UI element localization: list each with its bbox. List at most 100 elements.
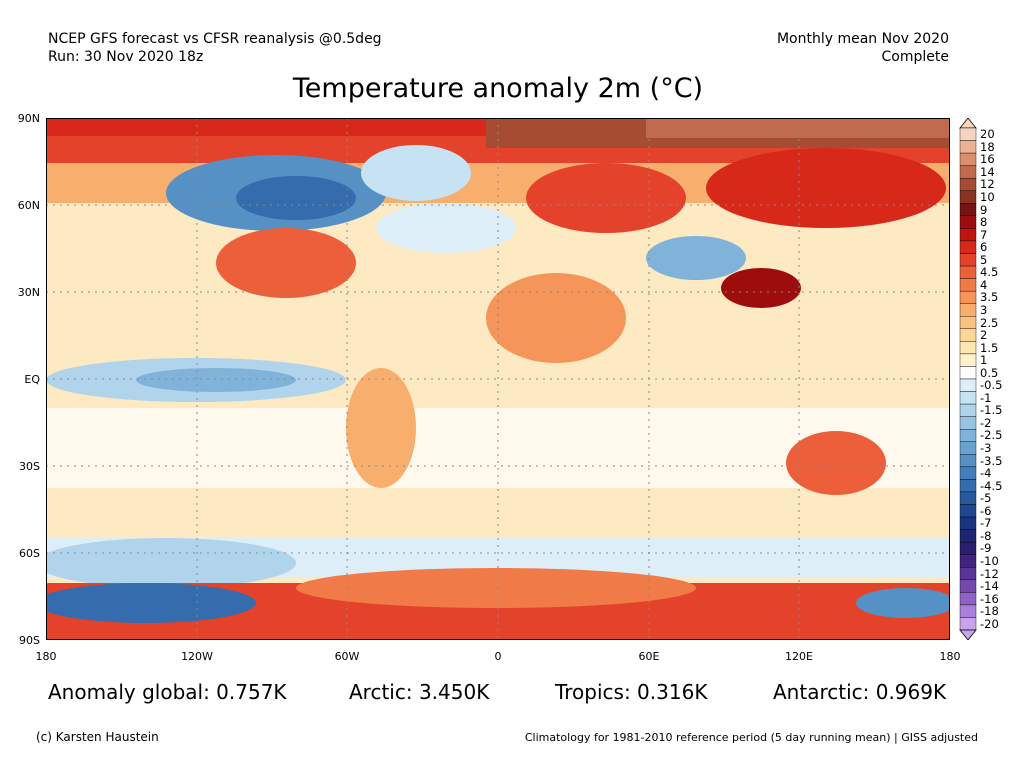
legend-swatch xyxy=(959,567,977,581)
legend-swatch xyxy=(959,165,977,179)
legend-label: 5 xyxy=(980,252,988,267)
legend-swatch xyxy=(959,429,977,442)
legend-label: 2 xyxy=(980,328,988,343)
legend-swatch xyxy=(959,366,977,380)
legend-swatch xyxy=(959,403,977,417)
legend-label: 3 xyxy=(980,302,988,317)
lat-label-90s: 90S xyxy=(19,634,40,647)
legend-label: 4 xyxy=(980,277,988,292)
header-run-date: Run: 30 Nov 2020 18z xyxy=(48,49,204,65)
legend-label: -10 xyxy=(980,553,999,568)
legend-label: -9 xyxy=(980,541,992,556)
legend-label: -2.5 xyxy=(980,428,1003,443)
legend-swatch xyxy=(959,541,977,555)
legend-swatch xyxy=(959,228,977,242)
legend-swatch xyxy=(959,617,977,631)
legend-label: 0.5 xyxy=(980,365,999,380)
legend-swatch xyxy=(959,516,977,530)
legend-label: 18 xyxy=(980,139,995,154)
legend-label: -5 xyxy=(980,491,992,506)
legend-label: 9 xyxy=(980,202,988,217)
legend-label: -7 xyxy=(980,516,992,531)
legend-label: -3.5 xyxy=(980,453,1003,468)
legend-label: -4.5 xyxy=(980,478,1003,493)
legend-label: 14 xyxy=(980,164,995,179)
legend-swatch xyxy=(959,391,977,405)
legend-swatch xyxy=(959,240,977,254)
legend-swatch xyxy=(959,504,977,518)
legend-label: 3.5 xyxy=(980,290,999,305)
legend-label: 20 xyxy=(980,127,995,142)
legend-swatch xyxy=(959,265,977,279)
legend-label: -14 xyxy=(980,579,999,594)
stat-antarctic: Antarctic: 0.969K xyxy=(773,680,947,704)
stat-tropics: Tropics: 0.316K xyxy=(555,680,708,704)
legend-swatch xyxy=(959,328,977,342)
map-title: Temperature anomaly 2m (°C) xyxy=(292,73,704,104)
legend-swatch xyxy=(959,140,977,154)
legend-swatch xyxy=(959,127,977,141)
stat-anomaly-global: Anomaly global: 0.757K xyxy=(48,680,287,704)
legend-swatch xyxy=(959,178,977,191)
legend-swatch xyxy=(959,152,977,166)
legend-swatch xyxy=(959,579,977,593)
legend-swatch xyxy=(959,554,977,568)
header-period: Monthly mean Nov 2020 xyxy=(776,31,949,47)
legend-swatch xyxy=(959,341,977,355)
legend-label: 4.5 xyxy=(980,265,999,280)
legend-swatch xyxy=(959,416,977,430)
legend-label: -4 xyxy=(980,466,992,481)
legend-label: -18 xyxy=(980,604,999,619)
stat-arctic: Arctic: 3.450K xyxy=(349,680,490,704)
lat-label-60n: 60N xyxy=(17,199,40,212)
legend-label: -20 xyxy=(980,616,999,631)
legend-label: 7 xyxy=(980,227,988,242)
legend-label: -12 xyxy=(980,566,999,581)
legend-swatch xyxy=(959,454,977,468)
legend-swatch xyxy=(959,190,977,204)
legend-swatch xyxy=(959,253,977,267)
legend-swatch xyxy=(959,491,977,505)
color-legend: 20 18 16 14 12 10 9 8 7 6 5 4.5 4 3.5 3 2.5 2 1.5 1 0.5 -0.5… xyxy=(958,118,1018,640)
legend-swatch xyxy=(959,203,977,217)
footer-note: Climatology for 1981-2010 reference peri… xyxy=(524,731,978,744)
lon-label-0: 0 xyxy=(494,650,502,663)
legend-swatch xyxy=(959,353,977,367)
footer-credit: (c) Karsten Haustein xyxy=(36,730,159,744)
legend-swatch xyxy=(959,378,977,392)
anomaly-map-svg xyxy=(46,118,950,640)
legend-label: 6 xyxy=(980,240,988,255)
legend-colorbar xyxy=(959,118,977,640)
legend-label: -0.5 xyxy=(980,378,1003,393)
legend-label: 1.5 xyxy=(980,340,999,355)
anomaly-map xyxy=(46,118,950,640)
lon-label-60e: 60E xyxy=(638,650,660,663)
legend-label: 8 xyxy=(980,215,988,230)
legend-label: -2 xyxy=(980,415,992,430)
legend-arrow-top xyxy=(959,118,977,129)
legend-label: -1 xyxy=(980,390,992,405)
legend-label: -6 xyxy=(980,503,992,518)
lon-label-180w: 180 xyxy=(35,650,57,663)
lat-label-90n: 90N xyxy=(17,112,40,125)
header-status: Complete xyxy=(881,49,949,65)
legend-swatch xyxy=(959,466,977,480)
legend-label: 12 xyxy=(980,177,995,192)
lon-label-60w: 60W xyxy=(334,650,360,663)
legend-swatch xyxy=(959,592,977,606)
legend-swatch xyxy=(959,278,977,292)
legend-label: -16 xyxy=(980,591,999,606)
legend-swatch xyxy=(959,215,977,229)
lat-label-eq: EQ xyxy=(24,373,40,386)
legend-swatch xyxy=(959,529,977,543)
legend-label: -1.5 xyxy=(980,403,1003,418)
legend-swatch xyxy=(959,290,977,304)
legend-label: 16 xyxy=(980,152,995,167)
header-model-run-info: NCEP GFS forecast vs CFSR reanalysis @0.… xyxy=(48,31,382,47)
legend-swatch xyxy=(959,604,977,618)
legend-arrow-bottom xyxy=(959,629,977,640)
legend-label: 10 xyxy=(980,190,995,205)
legend-swatch xyxy=(959,441,977,455)
legend-label: -3 xyxy=(980,441,992,456)
legend-swatch xyxy=(959,303,977,317)
